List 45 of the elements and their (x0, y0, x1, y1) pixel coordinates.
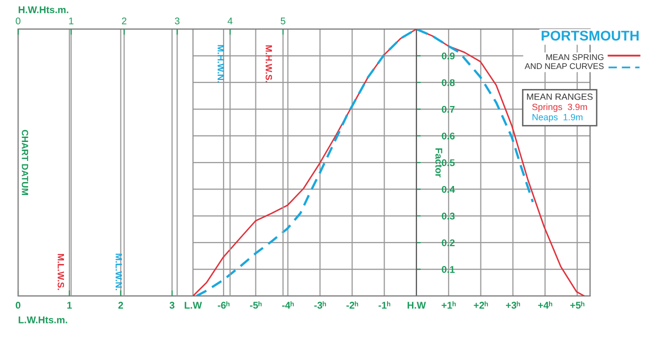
x2-tick-label: 5 (280, 18, 286, 24)
y-tick-label: 0.2 (442, 239, 455, 246)
annotation: M.H.W.N. (218, 45, 224, 82)
x-tick-label: -1ʰ (378, 301, 390, 309)
x-tick-label: H.W (408, 302, 426, 309)
x-tick-label: +4ʰ (538, 301, 552, 309)
x-tick-label: 2 (118, 302, 124, 309)
x2-axis-title: H.W.Hts.m. (18, 6, 68, 14)
x-tick-label: -4ʰ (282, 301, 294, 309)
annotation: M.L.W.N. (116, 254, 122, 290)
x2-tick-label: 0 (16, 18, 20, 24)
x-tick-label: -2ʰ (346, 301, 358, 309)
x2-tick-label: 3 (174, 18, 180, 24)
y-tick-label: 0.1 (442, 266, 455, 273)
x-axis-title: L.W.Hts.m. (18, 316, 68, 324)
x-tick-label: 3 (170, 302, 174, 309)
x-tick-label: -6ʰ (218, 301, 230, 309)
y-tick-label: 0.6 (442, 132, 455, 140)
annotation: M.L.W.S. (58, 254, 64, 290)
y-tick-label: 0.8 (442, 79, 455, 86)
text: Springs 3.9m (532, 103, 587, 112)
x-tick-label: -5ʰ (250, 301, 262, 309)
y-tick-label: 0.7 (442, 106, 455, 113)
text: Neaps 1.9m (532, 114, 582, 122)
x2-tick-label: 1 (69, 18, 74, 24)
y-axis-title: Factor (435, 148, 442, 178)
x-tick-label: 0 (16, 302, 20, 309)
x-tick-label: -3ʰ (314, 301, 326, 309)
x-tick-label: +1ʰ (442, 301, 456, 309)
annotation: CHART DATUM (22, 130, 28, 195)
x-tick-label: +3ʰ (506, 301, 520, 309)
chart-title: PORTSMOUTH (542, 30, 639, 41)
y-tick-label: 0.5 (442, 159, 455, 166)
x-tick-label: L.W (184, 302, 202, 309)
annotation: MEAN SPRING AND NEAP CURVES (524, 54, 604, 70)
y-tick-label: 0.3 (442, 212, 455, 220)
y-tick-label: 0.4 (442, 186, 455, 193)
x-tick-label: 1 (67, 302, 72, 309)
x-tick-label: +5ʰ (570, 301, 584, 309)
y-tick-label: 0.9 (442, 52, 455, 60)
x-tick-label: +2ʰ (474, 301, 488, 309)
x2-tick-label: 4 (228, 18, 232, 24)
annotation: M.H.W.S. (266, 45, 272, 82)
legend-title: MEAN RANGES (527, 93, 593, 100)
x2-tick-label: 2 (122, 18, 126, 24)
